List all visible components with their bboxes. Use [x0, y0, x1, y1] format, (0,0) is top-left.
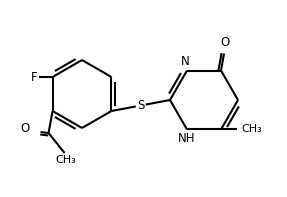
Text: S: S — [137, 99, 144, 112]
Text: CH₃: CH₃ — [55, 155, 76, 165]
Text: NH: NH — [178, 132, 196, 145]
Text: CH₃: CH₃ — [241, 125, 262, 134]
Text: O: O — [20, 123, 30, 136]
Text: F: F — [31, 71, 38, 84]
Text: N: N — [181, 55, 189, 68]
Text: O: O — [220, 35, 230, 48]
